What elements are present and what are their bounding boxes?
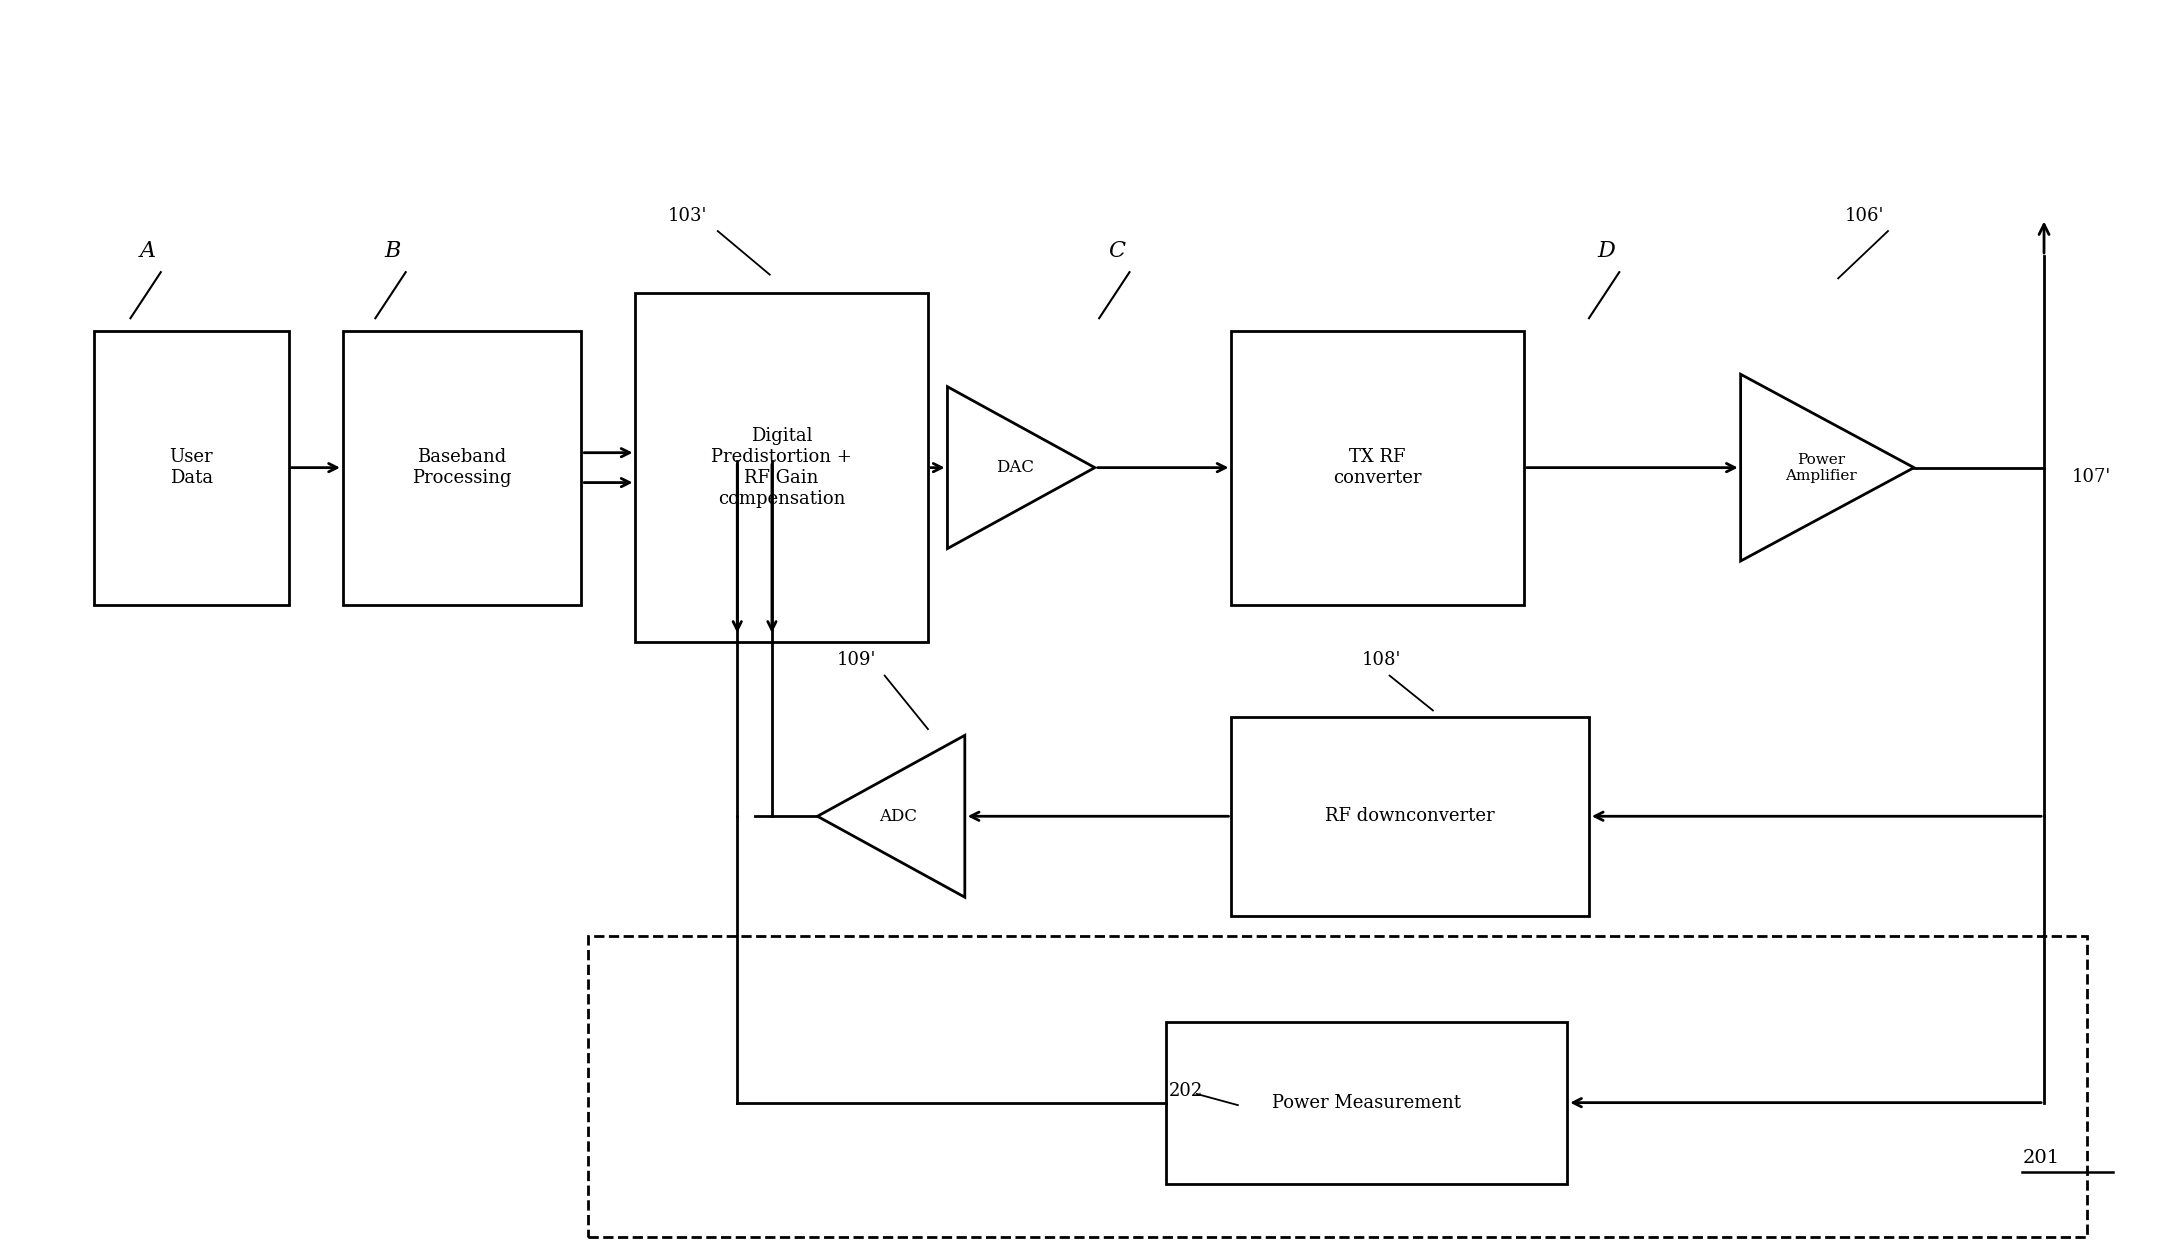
Bar [635, 293, 927, 642]
Text: User
Data: User Data [170, 448, 214, 487]
Text: DAC: DAC [997, 460, 1034, 476]
Bar [1167, 1022, 1568, 1183]
Bar [1232, 331, 1525, 604]
Text: D: D [1596, 240, 1616, 262]
Bar [587, 935, 2087, 1238]
Bar [94, 331, 288, 604]
Text: RF downconverter: RF downconverter [1326, 807, 1494, 825]
Text: Power Measurement: Power Measurement [1272, 1094, 1461, 1112]
Bar [342, 331, 580, 604]
Text: 107': 107' [2072, 468, 2111, 486]
Text: Baseband
Processing: Baseband Processing [412, 448, 513, 487]
Text: 103': 103' [667, 206, 707, 225]
Text: C: C [1108, 240, 1125, 262]
Bar [1232, 716, 1590, 915]
Text: 109': 109' [838, 651, 877, 670]
Text: A: A [140, 240, 155, 262]
Text: 106': 106' [1845, 206, 1884, 225]
Text: ADC: ADC [879, 808, 916, 825]
Text: 201: 201 [2022, 1149, 2059, 1167]
Text: 108': 108' [1361, 651, 1400, 670]
Text: TX RF
converter: TX RF converter [1333, 448, 1422, 487]
Text: Power
Amplifier: Power Amplifier [1784, 452, 1856, 482]
Text: B: B [384, 240, 401, 262]
Text: 202: 202 [1169, 1083, 1202, 1100]
Text: Digital
Predistortion +
RF Gain
compensation: Digital Predistortion + RF Gain compensa… [711, 428, 853, 507]
